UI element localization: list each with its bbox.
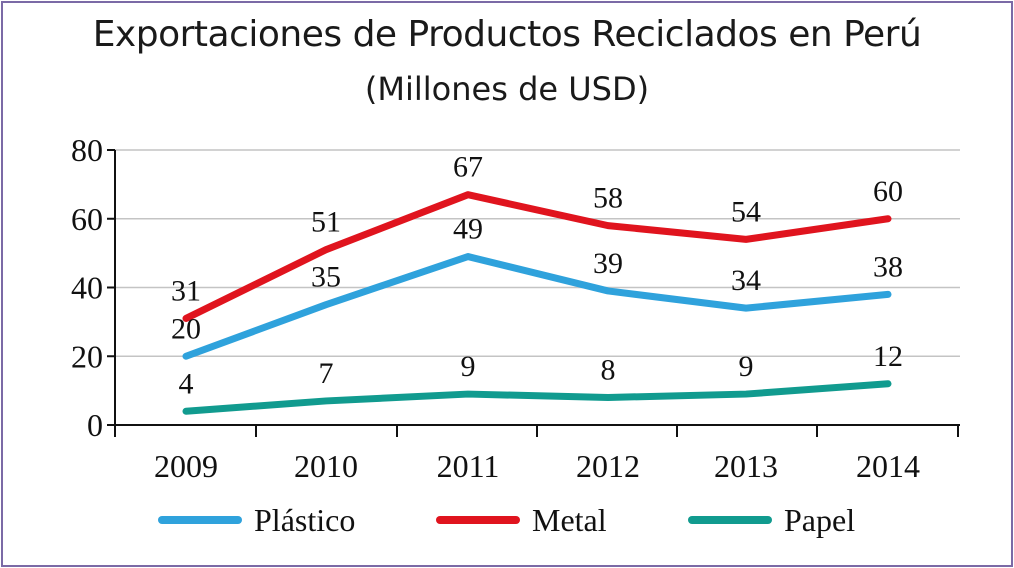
data-label: 34 (731, 264, 761, 297)
data-label: 35 (311, 261, 341, 294)
data-label: 8 (601, 354, 616, 387)
data-label: 9 (739, 350, 754, 383)
data-label: 20 (171, 312, 201, 345)
x-tick-label: 2010 (294, 448, 358, 484)
data-label: 4 (179, 367, 194, 400)
x-tick-label: 2011 (437, 448, 500, 484)
data-label: 60 (873, 175, 903, 208)
chart-subtitle: (Millones de USD) (364, 70, 650, 108)
series-line-plástico (182, 253, 892, 360)
y-tick-label: 40 (71, 270, 103, 306)
x-tick-label: 2013 (714, 448, 778, 484)
data-label: 9 (461, 350, 476, 383)
y-tick-label: 0 (87, 407, 103, 443)
data-label: 7 (319, 357, 334, 390)
data-label: 38 (873, 250, 903, 283)
data-label: 49 (453, 213, 483, 246)
y-tick-label: 80 (71, 132, 103, 168)
data-label: 54 (731, 195, 761, 228)
x-tick-label: 2009 (154, 448, 218, 484)
series-line-papel (182, 380, 892, 415)
y-tick-label: 20 (71, 338, 103, 374)
x-tick-label: 2014 (856, 448, 920, 484)
legend-label: Papel (784, 502, 855, 538)
series-line-metal (182, 191, 892, 322)
x-tick-label: 2012 (576, 448, 640, 484)
data-label: 31 (171, 274, 201, 307)
legend-label: Metal (532, 502, 607, 538)
data-label: 12 (873, 340, 903, 373)
chart-title: Exportaciones de Productos Reciclados en… (92, 14, 922, 55)
y-tick-label: 60 (71, 201, 103, 237)
data-label: 67 (453, 151, 483, 184)
data-label: 39 (593, 247, 623, 280)
data-label: 58 (593, 182, 623, 215)
legend-label: Plástico (254, 502, 355, 538)
data-label: 51 (311, 206, 341, 239)
